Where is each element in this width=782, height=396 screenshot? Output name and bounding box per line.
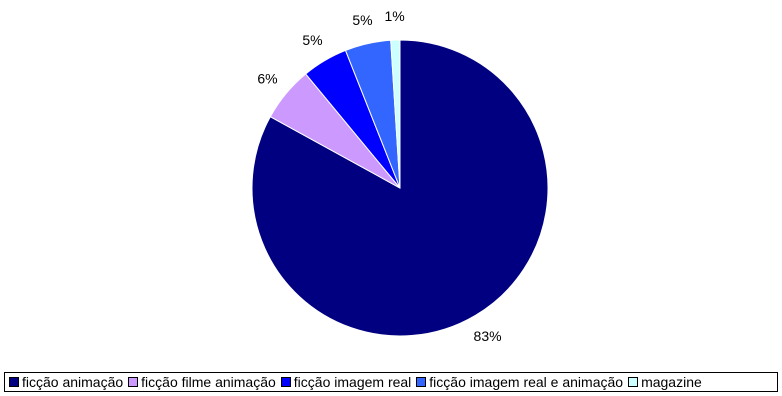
- legend-item-magazine: magazine: [628, 374, 702, 390]
- legend-label: ficção animação: [22, 374, 124, 390]
- pie-label-ficcao-imagem-real-e-animacao: 5%: [352, 12, 372, 28]
- legend-swatch: [416, 377, 427, 387]
- legend-label: magazine: [641, 374, 702, 390]
- legend-swatch: [9, 377, 19, 387]
- legend-swatch: [628, 377, 639, 387]
- legend-swatch: [128, 377, 139, 387]
- pie-slice-magazine: [390, 39, 401, 189]
- pie-label-ficcao-imagem-real: 5%: [302, 32, 322, 48]
- legend-item-ficcao-filme-animacao: ficção filme animação: [128, 374, 276, 390]
- legend-item-ficcao-animacao: ficção animação: [9, 374, 123, 390]
- pie-label-ficcao-filme-animacao: 6%: [257, 70, 277, 86]
- pie-label-magazine: 1%: [384, 8, 404, 24]
- pie-chart: 83% 6% 5% 5% 1%: [251, 8, 549, 344]
- legend-label: ficção filme animação: [141, 374, 276, 390]
- legend-label: ficção imagem real e animação: [429, 374, 624, 390]
- pie-labels: 83% 6% 5% 5% 1%: [257, 8, 501, 344]
- pie-slices: [251, 39, 549, 337]
- legend-label: ficção imagem real: [293, 374, 412, 390]
- legend-swatch: [280, 377, 291, 387]
- legend-item-ficcao-imagem-real: ficção imagem real: [280, 374, 412, 390]
- legend: ficção animação ficção filme animação fi…: [4, 372, 778, 392]
- pie-label-ficcao-animacao: 83%: [474, 328, 502, 344]
- legend-item-ficcao-imagem-real-e-animacao: ficção imagem real e animação: [416, 374, 623, 390]
